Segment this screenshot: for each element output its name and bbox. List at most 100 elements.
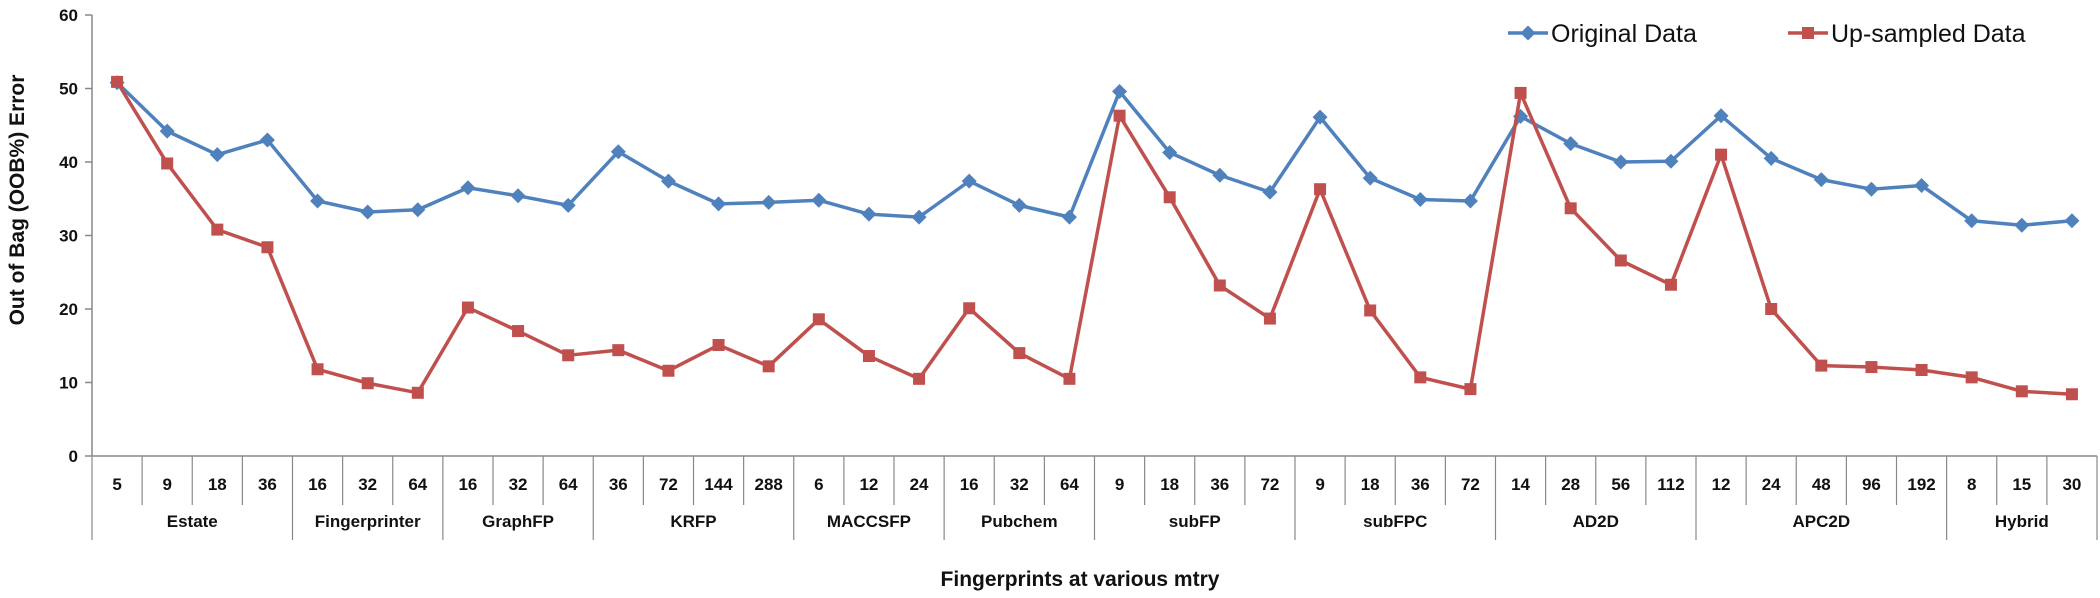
data-point xyxy=(1564,202,1577,215)
x-tick-label: 16 xyxy=(458,475,477,494)
data-point xyxy=(1613,154,1629,170)
x-tick-label: 56 xyxy=(1611,475,1630,494)
y-tick-label: 50 xyxy=(59,80,78,99)
x-group-label: KRFP xyxy=(670,512,716,531)
data-point xyxy=(1663,153,1679,169)
x-group-label: APC2D xyxy=(1793,512,1851,531)
legend-swatch-marker xyxy=(1802,27,1814,39)
data-point xyxy=(1715,148,1728,161)
legend-item: Up-sampled Data xyxy=(1788,20,2026,48)
y-tick-label: 60 xyxy=(59,6,78,25)
data-point xyxy=(159,123,175,139)
data-point xyxy=(1061,209,1077,225)
y-axis-title: Out of Bag (OOB%) Error xyxy=(6,75,29,326)
data-point xyxy=(1213,279,1226,292)
x-group-label: subFP xyxy=(1169,512,1221,531)
data-point xyxy=(2015,385,2028,398)
data-point xyxy=(1765,303,1778,315)
legend-item: Original Data xyxy=(1508,20,1697,48)
legend-label: Up-sampled Data xyxy=(1831,20,2026,48)
data-point xyxy=(1063,372,1076,385)
data-point xyxy=(913,372,926,385)
data-point xyxy=(1263,312,1276,325)
x-tick-label: 192 xyxy=(1907,475,1935,494)
x-group-label: MACCSFP xyxy=(827,512,911,531)
data-point xyxy=(2014,217,2030,233)
x-tick-label: 32 xyxy=(358,475,377,494)
x-tick-label: 12 xyxy=(1712,475,1731,494)
x-tick-label: 9 xyxy=(162,475,171,494)
data-point xyxy=(963,302,976,315)
data-point xyxy=(1113,109,1126,122)
x-tick-label: 72 xyxy=(659,475,678,494)
x-tick-label: 28 xyxy=(1561,475,1580,494)
data-point xyxy=(1915,364,1928,377)
data-point xyxy=(1212,167,1228,183)
x-group-label: Pubchem xyxy=(981,512,1058,531)
data-point xyxy=(1112,83,1128,99)
legend: Original Data Up-sampled Data xyxy=(1508,20,2026,48)
data-point xyxy=(161,157,174,170)
data-point xyxy=(1713,108,1729,124)
legend-label: Original Data xyxy=(1551,20,1697,48)
series-line xyxy=(115,81,2073,227)
x-tick-label: 18 xyxy=(208,475,227,494)
data-point xyxy=(562,349,575,362)
series-original-data xyxy=(109,75,2080,233)
x-tick-label: 32 xyxy=(509,475,528,494)
x-tick-label: 36 xyxy=(1411,475,1430,494)
plot-series xyxy=(109,75,2080,401)
data-point xyxy=(410,202,426,218)
data-point xyxy=(1364,304,1377,317)
y-tick-label: 10 xyxy=(59,374,78,393)
data-point xyxy=(2065,388,2078,401)
data-point xyxy=(762,360,775,373)
x-tick-label: 9 xyxy=(1315,475,1324,494)
x-tick-label: 112 xyxy=(1657,475,1684,494)
data-point xyxy=(961,173,977,189)
data-point xyxy=(1914,178,1930,194)
x-tick-label: 36 xyxy=(258,475,277,494)
data-point xyxy=(1312,109,1328,125)
data-point xyxy=(510,188,526,204)
x-tick-label: 6 xyxy=(814,475,823,494)
x-tick-label: 64 xyxy=(559,475,578,494)
series-up-sampled-data xyxy=(111,75,2078,401)
x-tick-label: 15 xyxy=(2012,475,2031,494)
data-point xyxy=(560,197,576,213)
data-point xyxy=(1314,183,1327,196)
x-tick-label: 288 xyxy=(755,475,783,494)
data-point xyxy=(1262,184,1278,200)
data-point xyxy=(1763,150,1779,166)
x-tick-label: 24 xyxy=(1762,475,1781,494)
data-point xyxy=(1462,193,1478,209)
data-point xyxy=(1011,197,1027,213)
data-point xyxy=(310,193,326,209)
data-point xyxy=(460,180,476,196)
x-tick-label: 36 xyxy=(609,475,628,494)
data-point xyxy=(862,350,875,363)
y-tick-label: 20 xyxy=(59,300,78,319)
data-point xyxy=(861,206,877,222)
data-point xyxy=(1514,86,1527,99)
data-point xyxy=(1563,136,1579,152)
x-group-label: Hybrid xyxy=(1995,512,2049,531)
data-point xyxy=(2064,213,2080,229)
legend-swatch-marker xyxy=(1520,25,1536,41)
y-tick-label: 40 xyxy=(59,153,78,172)
data-point xyxy=(610,144,626,160)
x-tick-label: 18 xyxy=(1361,475,1380,494)
x-tick-label: 144 xyxy=(704,475,733,494)
x-group-label: Estate xyxy=(167,512,218,531)
data-point xyxy=(311,363,324,376)
x-tick-label: 24 xyxy=(910,475,929,494)
x-tick-label: 8 xyxy=(1967,475,1976,494)
x-tick-label: 5 xyxy=(112,475,121,494)
data-point xyxy=(812,313,825,326)
x-tick-label: 18 xyxy=(1160,475,1179,494)
x-axis: 5 9 18 36 16 32 64 16 32 64 36 72 144 288 6 12 24 16 32 64 9… xyxy=(91,455,2098,540)
data-point xyxy=(1163,191,1176,204)
data-point xyxy=(761,194,777,210)
data-point xyxy=(711,196,727,212)
